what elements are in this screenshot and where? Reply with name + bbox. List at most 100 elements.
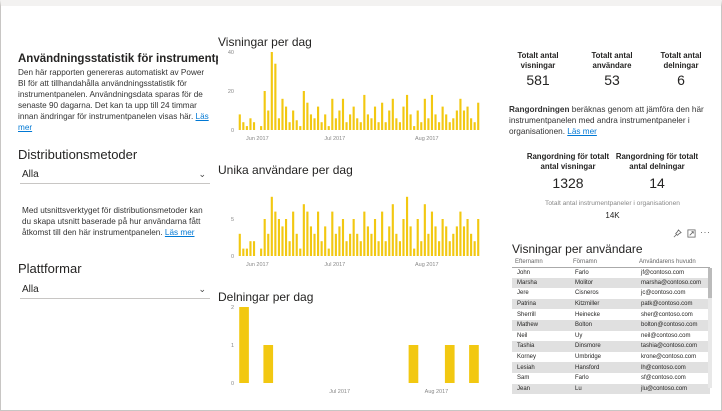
bar[interactable]	[409, 114, 412, 130]
bar[interactable]	[295, 233, 298, 256]
bar[interactable]	[391, 204, 394, 256]
views-per-day-chart[interactable]: 0 20 40 Jun 2017 Jul 2017 Aug 2017	[218, 48, 484, 148]
bar[interactable]	[391, 98, 394, 130]
bar[interactable]	[274, 63, 277, 131]
bar[interactable]	[444, 345, 455, 383]
table-scroll-thumb[interactable]	[708, 268, 712, 298]
bar[interactable]	[405, 94, 409, 130]
bar[interactable]	[263, 219, 266, 256]
bar[interactable]	[249, 241, 252, 256]
bar[interactable]	[313, 233, 316, 256]
bar[interactable]	[334, 233, 337, 256]
bar[interactable]	[473, 241, 476, 256]
bar[interactable]	[455, 226, 458, 256]
bar[interactable]	[409, 226, 412, 256]
table-row[interactable]: John Farlo jf@contoso.com	[512, 267, 710, 278]
bar[interactable]	[373, 219, 377, 256]
bar[interactable]	[292, 110, 295, 131]
bar[interactable]	[427, 233, 430, 256]
bar[interactable]	[441, 219, 444, 256]
table-row[interactable]: Mathew Bolton bolton@contoso.com	[512, 319, 710, 331]
pin-icon[interactable]	[673, 229, 682, 240]
bar[interactable]	[473, 122, 476, 130]
shares-per-day-chart[interactable]: 0 1 2 Jul 2017 Aug 2017	[218, 303, 484, 403]
bar[interactable]	[363, 211, 366, 256]
bar[interactable]	[366, 226, 369, 256]
bar[interactable]	[331, 211, 334, 256]
bar[interactable]	[274, 211, 277, 256]
bar[interactable]	[338, 226, 341, 256]
bar[interactable]	[356, 233, 359, 256]
bar[interactable]	[398, 122, 401, 130]
distribution-learn-more-link[interactable]: Läs mer	[164, 228, 195, 237]
bar[interactable]	[292, 211, 295, 256]
bar[interactable]	[452, 118, 455, 130]
bar[interactable]	[434, 114, 437, 130]
table-row[interactable]: Sam Farlo sf@contoso.com	[512, 373, 710, 384]
table-row[interactable]: Patrina Kitzmiller patk@contoso.com	[512, 298, 710, 310]
bar[interactable]	[242, 248, 245, 256]
bar[interactable]	[402, 106, 405, 130]
bar[interactable]	[267, 233, 270, 256]
bar[interactable]	[420, 122, 423, 130]
bar[interactable]	[420, 241, 423, 256]
ranking-learn-more-link[interactable]: Läs mer	[567, 127, 597, 136]
bar[interactable]	[245, 126, 248, 130]
bar[interactable]	[455, 110, 458, 131]
bar[interactable]	[462, 110, 466, 131]
bar[interactable]	[462, 226, 466, 256]
bar[interactable]	[263, 345, 274, 383]
bar[interactable]	[270, 196, 273, 256]
bar[interactable]	[299, 248, 302, 256]
bar[interactable]	[327, 126, 330, 130]
table-row[interactable]: Jere Cisneros jc@contoso.com	[512, 288, 710, 299]
bar[interactable]	[477, 219, 480, 256]
bar[interactable]	[306, 211, 309, 256]
bar[interactable]	[324, 226, 327, 256]
bar[interactable]	[359, 122, 362, 130]
bar[interactable]	[366, 114, 369, 130]
bar[interactable]	[356, 118, 359, 130]
bar[interactable]	[338, 110, 341, 131]
bar[interactable]	[306, 102, 309, 130]
bar[interactable]	[395, 118, 398, 130]
bar[interactable]	[413, 126, 416, 130]
bar[interactable]	[402, 219, 405, 256]
bar[interactable]	[377, 241, 380, 256]
bar[interactable]	[423, 204, 426, 256]
bar[interactable]	[470, 118, 473, 130]
bar[interactable]	[288, 122, 291, 130]
bar[interactable]	[277, 118, 280, 130]
bar[interactable]	[242, 122, 245, 130]
bar[interactable]	[270, 52, 273, 130]
bar[interactable]	[238, 233, 241, 256]
table-row[interactable]: Marsha Molitor marsha@contoso.com	[512, 277, 710, 289]
bar[interactable]	[260, 126, 263, 130]
bar[interactable]	[281, 226, 284, 256]
bar[interactable]	[438, 122, 441, 130]
bar[interactable]	[452, 233, 455, 256]
bar[interactable]	[381, 211, 384, 256]
views-per-user-table[interactable]: Efternamn Förnamn Användarens huvudn Joh…	[512, 257, 710, 398]
bar[interactable]	[448, 241, 451, 256]
bar[interactable]	[445, 114, 448, 130]
bar[interactable]	[284, 106, 288, 130]
column-header-first-name[interactable]: Förnamn	[570, 257, 636, 268]
bar[interactable]	[388, 110, 391, 131]
bar[interactable]	[309, 114, 313, 130]
bar[interactable]	[477, 102, 480, 130]
bar[interactable]	[438, 241, 441, 256]
bar[interactable]	[427, 118, 430, 130]
bar[interactable]	[388, 226, 391, 256]
bar[interactable]	[341, 219, 345, 256]
bar[interactable]	[239, 307, 249, 383]
bar[interactable]	[408, 345, 419, 383]
bar[interactable]	[459, 211, 462, 256]
bar[interactable]	[384, 122, 387, 130]
bar[interactable]	[349, 114, 352, 130]
bar[interactable]	[349, 233, 352, 256]
bar[interactable]	[352, 219, 355, 256]
learn-more-link[interactable]: Läs mer	[18, 112, 209, 132]
bar[interactable]	[309, 226, 313, 256]
bar[interactable]	[302, 91, 305, 130]
